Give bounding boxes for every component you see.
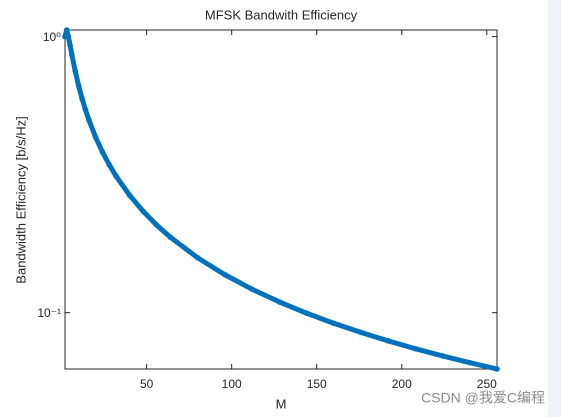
marker [194,255,201,261]
marker [494,366,500,372]
marker [358,329,364,336]
y-axis-label: Bandwidth Efficiency [b/s/Hz] [13,116,28,283]
marker [303,310,310,316]
marker [167,234,174,241]
marker [106,161,113,168]
x-axis-label: M [276,396,287,411]
y-tick-label: 10⁰ [43,30,61,44]
marker [72,68,79,74]
marker [113,173,119,179]
marker [79,95,85,102]
series-line [62,27,500,372]
marker [82,106,89,113]
marker [65,33,72,40]
y-tick-label: 10⁻¹ [37,306,61,320]
marker [75,82,82,89]
marker [385,338,391,344]
marker [63,27,70,33]
marker [154,222,160,228]
marker [276,299,283,305]
marker [86,116,92,123]
marker [140,208,147,215]
marker [412,345,419,352]
marker [249,286,255,293]
x-tick-label: 200 [392,377,412,391]
marker [222,271,228,278]
side-strip [548,0,561,417]
marker [330,320,337,327]
marker [439,353,446,359]
chart-title: MFSK Bandwith Efficiency [205,7,358,22]
x-tick-label: 250 [477,377,497,391]
axes-box [64,29,498,370]
marker [126,192,133,199]
x-tick-label: 50 [140,377,154,391]
marker [67,42,73,49]
marker [99,149,106,155]
marker [92,134,99,140]
marker [466,359,473,366]
marker [69,51,75,58]
watermark: CSDN @我爱C编程 [421,390,545,406]
x-tick-label: 150 [307,377,327,391]
x-tick-label: 100 [222,377,242,391]
